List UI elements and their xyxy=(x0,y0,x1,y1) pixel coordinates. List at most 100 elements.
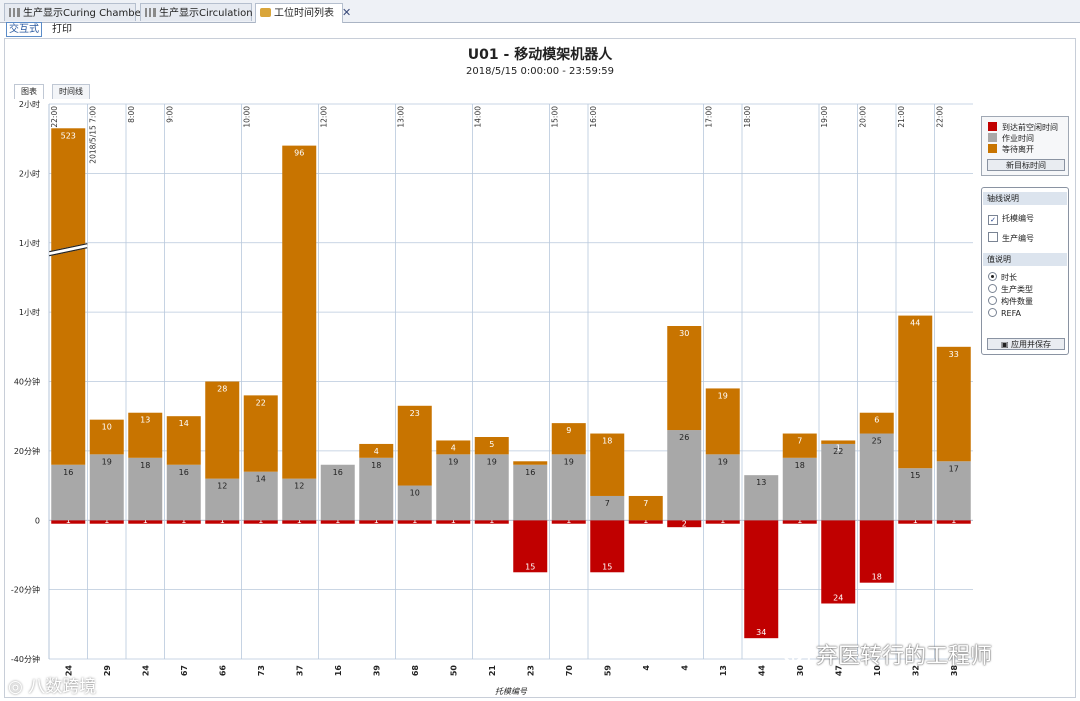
y-tick-label: -20分钟 xyxy=(11,585,40,595)
bar-leave xyxy=(282,145,317,479)
axis-option-production-no[interactable]: 生产编号 xyxy=(988,232,1034,243)
data-label-idle: 1 xyxy=(913,516,918,525)
legend-swatch xyxy=(988,122,997,131)
bar-work xyxy=(744,475,779,521)
value-option-part-count[interactable]: 构件数量 xyxy=(988,296,1033,306)
time-marker-label: 18:00 xyxy=(743,106,752,128)
radio-icon[interactable] xyxy=(988,308,997,317)
data-label-leave: 9 xyxy=(566,426,571,435)
data-label-work: 12 xyxy=(217,482,227,491)
print-button[interactable]: 打印 xyxy=(52,24,72,35)
legend-item-leave: 等待离开 xyxy=(988,144,1034,154)
stacked-bar-chart: 2小时 2小时 1小时 1小时 40分钟 20分钟 0 -20分钟 -40分钟 22:00 2018… xyxy=(11,99,973,696)
time-marker-label: 2018/5/15 7:00 xyxy=(89,106,98,164)
close-icon[interactable]: ✕ xyxy=(342,6,352,19)
data-label-work: 22 xyxy=(833,447,843,456)
data-label-idle: 1 xyxy=(951,516,956,525)
data-label-work: 16 xyxy=(525,468,535,477)
time-marker-label: 8:00 xyxy=(127,106,136,123)
data-label-leave: 14 xyxy=(179,419,189,428)
time-marker-label: 19:00 xyxy=(820,106,829,128)
time-marker-label: 20:00 xyxy=(859,106,868,128)
bar-leave xyxy=(205,381,240,479)
bar-work xyxy=(551,454,586,521)
value-option-duration[interactable]: 时长 xyxy=(988,272,1017,282)
tab-timeline[interactable]: 时间线 xyxy=(52,84,90,99)
bar-leave xyxy=(859,412,894,434)
data-label-idle: 1 xyxy=(335,516,340,525)
radio-selected-icon[interactable] xyxy=(988,272,997,281)
bar-leave xyxy=(474,437,509,455)
data-label-leave: 4 xyxy=(374,447,379,456)
data-label-leave: 23 xyxy=(410,409,420,418)
x-tick-label: 4 xyxy=(642,665,651,671)
data-label-leave: 4 xyxy=(451,443,456,452)
wechat-icon xyxy=(782,644,810,666)
bar-leave xyxy=(243,395,278,472)
bar-idle xyxy=(128,520,163,524)
data-label-work: 16 xyxy=(333,468,343,477)
y-tick-label: 2小时 xyxy=(19,168,40,178)
data-label-work: 26 xyxy=(679,433,689,442)
radio-icon[interactable] xyxy=(988,284,997,293)
tab-chart[interactable]: 图表 xyxy=(14,84,44,99)
data-label-idle: 1 xyxy=(489,516,494,525)
y-tick-label: 0 xyxy=(35,516,40,525)
x-tick-label: 32 xyxy=(911,665,920,676)
axis-break-line xyxy=(49,247,88,257)
bar-work xyxy=(359,457,394,521)
new-target-time-button[interactable]: 新目标时间 xyxy=(987,159,1065,171)
value-option-production-type[interactable]: 生产类型 xyxy=(988,284,1033,294)
bar-work xyxy=(397,485,432,521)
x-tick-label: 44 xyxy=(757,665,766,677)
x-tick-label: 59 xyxy=(603,665,612,677)
bar-idle xyxy=(782,520,817,524)
checkbox-checked-icon[interactable]: ✓ xyxy=(988,215,998,225)
bar-work xyxy=(936,461,971,521)
bar-work xyxy=(474,454,509,521)
x-tick-label: 66 xyxy=(218,665,227,677)
time-marker-label: 22:00 xyxy=(50,106,59,128)
data-label-idle: 1 xyxy=(566,516,571,525)
bar-leave xyxy=(89,419,124,455)
axis-option-mold-no[interactable]: ✓ 托模编号 xyxy=(988,214,1034,225)
data-label-idle: 1 xyxy=(643,516,648,525)
tab-label: 工位时间列表 xyxy=(274,8,334,19)
radio-icon[interactable] xyxy=(988,296,997,305)
chart-title: U01 - 移动模架机器人 xyxy=(467,47,613,63)
bar-leave xyxy=(128,412,163,458)
bar-leave xyxy=(590,433,625,496)
data-label-leave: 96 xyxy=(294,149,304,158)
data-label-work: 14 xyxy=(256,475,266,484)
data-label-work: 19 xyxy=(564,457,574,466)
axis-break-line xyxy=(49,243,88,253)
bar-idle xyxy=(705,520,740,524)
axis-section-title: 轴线说明 xyxy=(983,192,1067,205)
data-label-idle: 1 xyxy=(181,516,186,525)
value-option-refa[interactable]: REFA xyxy=(988,308,1021,318)
chart-subtitle: 2018/5/15 0:00:00 - 23:59:59 xyxy=(466,66,614,77)
data-label-leave: 7 xyxy=(643,499,648,508)
data-label-leave: 28 xyxy=(217,385,227,394)
data-label-idle: 15 xyxy=(602,562,612,571)
x-tick-label: 68 xyxy=(411,665,420,677)
legend-swatch xyxy=(988,133,997,142)
y-tick-label: 20分钟 xyxy=(14,446,40,456)
time-marker-label: 14:00 xyxy=(474,106,483,128)
bar-idle xyxy=(936,520,971,524)
data-label-work: 15 xyxy=(910,471,920,480)
bar-idle xyxy=(282,520,317,524)
axis-break-gap xyxy=(48,243,88,257)
bar-idle xyxy=(397,520,432,524)
checkbox-icon[interactable] xyxy=(988,232,998,242)
legend: 到达前空闲时间 作业时间 等待离开 新目标时间 xyxy=(981,116,1069,176)
bar-idle xyxy=(667,520,702,528)
tab-station-time-list[interactable]: 工位时间列表 ✕ xyxy=(255,3,351,23)
x-axis-title: 托模编号 xyxy=(495,687,528,696)
apply-save-button[interactable]: ▣ 应用并保存 xyxy=(987,338,1065,350)
list-icon xyxy=(260,8,271,17)
bar-leave xyxy=(898,315,933,469)
bar-idle xyxy=(859,520,894,583)
interactive-button[interactable]: 交互式 xyxy=(6,22,42,37)
bar-work xyxy=(166,464,201,521)
